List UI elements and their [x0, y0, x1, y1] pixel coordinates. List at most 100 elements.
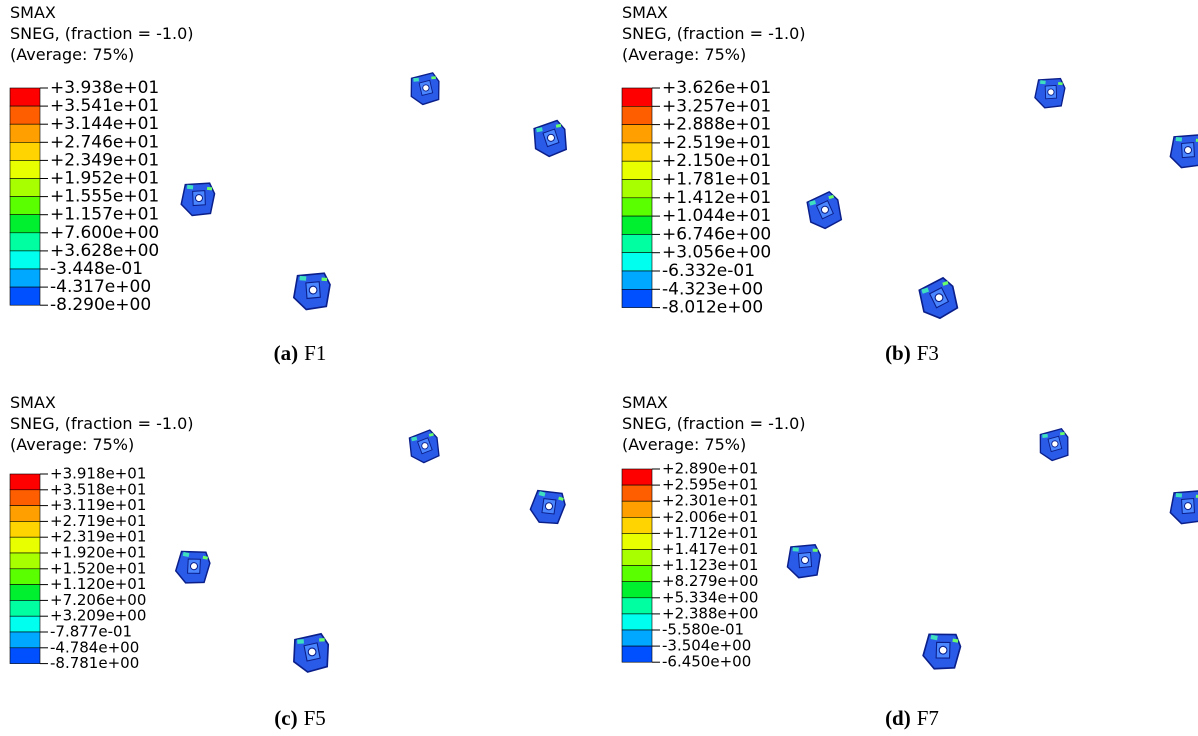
legend-label: +3.056e+00: [662, 243, 771, 263]
legend-band: [622, 533, 652, 549]
legend-label: +2.888e+01: [662, 115, 771, 135]
legend-band: [10, 233, 40, 251]
legend-label: +1.781e+01: [662, 170, 771, 190]
legend-band: [10, 215, 40, 233]
legend-band: [622, 234, 652, 252]
legend-band: [10, 569, 40, 585]
part-hole: [1051, 440, 1058, 447]
legend-label: -8.290e+00: [50, 295, 151, 315]
legend-band: [10, 287, 40, 305]
legend-label: +1.952e+01: [50, 169, 159, 189]
legend-header: SNEG, (fraction = -1.0): [10, 24, 194, 43]
legend-band: [10, 616, 40, 632]
legend-label: -6.332e-01: [662, 261, 755, 281]
part-highlight: [187, 185, 193, 190]
legend-label: -4.317e+00: [50, 277, 151, 297]
part-hole: [195, 194, 203, 202]
legend-band: [10, 537, 40, 553]
caption-letter: (a): [274, 341, 299, 365]
legend-band: [622, 566, 652, 582]
legend-band: [622, 88, 652, 106]
legend-band: [622, 582, 652, 598]
part-highlight: [813, 549, 818, 552]
part-highlight: [1042, 434, 1048, 438]
legend-label: +7.600e+00: [50, 223, 159, 243]
legend-label: +3.938e+01: [50, 78, 159, 98]
legend-band: [10, 197, 40, 215]
legend-band: [622, 517, 652, 533]
legend-label: +3.257e+01: [662, 96, 771, 116]
legend-band: [10, 521, 40, 537]
legend-band: [10, 124, 40, 142]
legend-header: SNEG, (fraction = -1.0): [622, 414, 806, 433]
part-hole: [1184, 502, 1192, 510]
legend-band: [622, 198, 652, 216]
legend-band: [10, 160, 40, 178]
legend-band: [622, 598, 652, 614]
part-highlight: [1040, 80, 1046, 84]
part-highlight: [297, 639, 304, 644]
caption-text: F3: [917, 341, 939, 365]
caption-letter: (c): [274, 706, 297, 730]
legend-label: -8.012e+00: [662, 298, 763, 318]
part-highlight: [413, 78, 419, 82]
part-hole: [1047, 89, 1054, 96]
legend-band: [622, 550, 652, 566]
part-hole: [308, 648, 316, 656]
legend-band: [10, 600, 40, 616]
legend-label: +3.541e+01: [50, 96, 159, 116]
legend-label: -6.450e+00: [662, 653, 751, 671]
part-highlight: [1176, 493, 1182, 498]
legend-band: [10, 142, 40, 160]
legend-band: [10, 585, 40, 601]
caption-text: F5: [304, 706, 326, 730]
part-hole: [801, 556, 808, 563]
legend-band: [10, 269, 40, 287]
legend-band: [622, 106, 652, 124]
caption-letter: (b): [885, 341, 911, 365]
legend-label: +3.144e+01: [50, 114, 159, 134]
figure: SMAX SNEG, (fraction = -1.0) (Average: 75%…: [0, 0, 1198, 736]
legend-band: [622, 253, 652, 271]
legend-header: (Average: 75%): [10, 45, 134, 64]
legend-label: -3.448e-01: [50, 259, 143, 279]
legend-band: [622, 614, 652, 630]
legend-band: [10, 474, 40, 490]
legend-header: (Average: 75%): [10, 435, 134, 454]
legend-band: [622, 180, 652, 198]
legend-header: SMAX: [622, 393, 668, 412]
part-highlight: [319, 638, 325, 642]
part-highlight: [207, 187, 212, 191]
legend-band: [10, 490, 40, 506]
legend-band: [622, 646, 652, 662]
legend-label: +1.044e+01: [662, 206, 771, 226]
legend-band: [10, 179, 40, 197]
part-highlight: [431, 76, 436, 79]
legend-band: [622, 485, 652, 501]
part-highlight: [1176, 137, 1182, 142]
legend-label: -4.323e+00: [662, 279, 763, 299]
legend-header: SMAX: [10, 393, 56, 412]
legend-label: +6.746e+00: [662, 224, 771, 244]
part-hole: [309, 286, 317, 294]
legend-band: [622, 216, 652, 234]
legend-header: SNEG, (fraction = -1.0): [10, 414, 194, 433]
legend-label: +1.555e+01: [50, 187, 159, 207]
part-highlight: [299, 276, 306, 281]
legend-header: (Average: 75%): [622, 45, 746, 64]
legend-band: [622, 143, 652, 161]
legend-header: (Average: 75%): [622, 435, 746, 454]
legend-label: +2.746e+01: [50, 132, 159, 152]
part-highlight: [321, 277, 327, 281]
legend-label: +3.626e+01: [662, 78, 771, 98]
legend-label: +1.412e+01: [662, 188, 771, 208]
background: [0, 0, 1198, 736]
legend-band: [10, 632, 40, 648]
legend-band: [10, 553, 40, 569]
part-highlight: [793, 547, 799, 551]
legend-label: +3.628e+00: [50, 241, 159, 261]
legend-header: SMAX: [622, 3, 668, 22]
legend-label: +2.519e+01: [662, 133, 771, 153]
legend-label: +1.157e+01: [50, 205, 159, 225]
legend-band: [622, 469, 652, 485]
